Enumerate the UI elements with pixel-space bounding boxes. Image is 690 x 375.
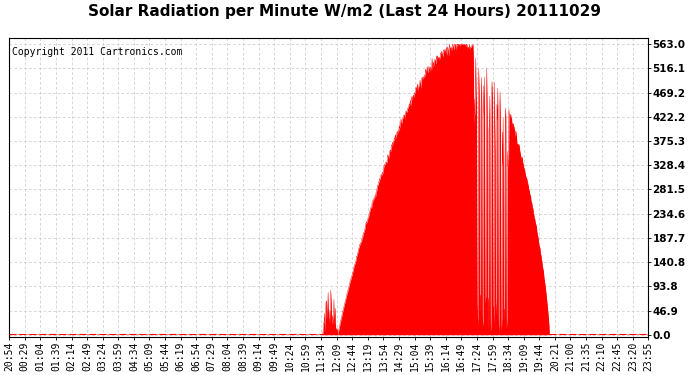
Text: Solar Radiation per Minute W/m2 (Last 24 Hours) 20111029: Solar Radiation per Minute W/m2 (Last 24… [88,4,602,19]
Text: Copyright 2011 Cartronics.com: Copyright 2011 Cartronics.com [12,47,183,57]
